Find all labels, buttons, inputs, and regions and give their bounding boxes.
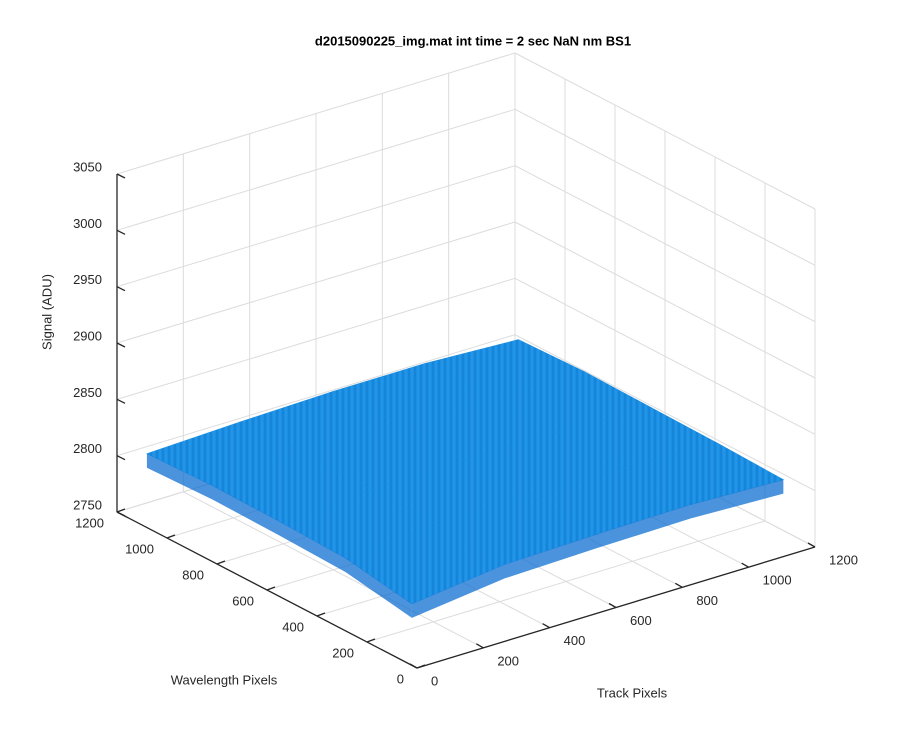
y-tick bbox=[316, 612, 326, 617]
y-tick-label: 200 bbox=[332, 645, 354, 660]
surface-texture bbox=[332, 363, 492, 424]
z-tick bbox=[116, 286, 126, 292]
grid-line bbox=[116, 334, 516, 457]
grid-line bbox=[116, 277, 516, 400]
x-tick bbox=[741, 562, 749, 568]
y-axis-title: Wavelength Pixels bbox=[171, 672, 278, 687]
x-tick bbox=[542, 623, 550, 629]
z-tick bbox=[116, 398, 126, 404]
z-tick bbox=[116, 342, 126, 348]
z-tick bbox=[116, 511, 126, 517]
surface-texture bbox=[146, 422, 307, 486]
grid-line bbox=[366, 520, 766, 643]
y-tick-label: 1200 bbox=[75, 515, 104, 530]
x-tick-label: 400 bbox=[564, 633, 586, 648]
z-tick-label: 2750 bbox=[73, 497, 102, 512]
grid-line bbox=[514, 277, 816, 435]
z-tick-label: 2950 bbox=[73, 272, 102, 287]
x-tick-label: 800 bbox=[696, 593, 718, 608]
z-axis-title: Signal (ADU) bbox=[39, 274, 54, 350]
surface-texture bbox=[372, 460, 532, 526]
y-tick bbox=[116, 508, 126, 513]
x-tick-label: 600 bbox=[630, 613, 652, 628]
grid-line bbox=[514, 52, 816, 210]
grid-line bbox=[514, 221, 816, 379]
grid-line bbox=[116, 221, 516, 344]
x-axis-title: Track Pixels bbox=[597, 685, 668, 700]
surface-texture bbox=[239, 391, 399, 455]
grid-line bbox=[514, 334, 816, 492]
x-tick bbox=[675, 582, 683, 588]
x-tick bbox=[409, 663, 418, 669]
y-tick bbox=[416, 664, 426, 669]
surface-texture bbox=[425, 339, 585, 396]
surface-texture bbox=[465, 432, 625, 497]
x-tick-label: 0 bbox=[431, 673, 438, 688]
grid-line bbox=[116, 108, 516, 231]
y-tick bbox=[266, 586, 276, 591]
z-tick-label: 3050 bbox=[73, 159, 102, 174]
surface-texture bbox=[438, 496, 598, 565]
x-tick bbox=[807, 542, 816, 548]
surface-texture bbox=[306, 423, 466, 490]
y-tick-label: 800 bbox=[182, 567, 204, 582]
surface-texture bbox=[345, 525, 505, 604]
z-tick-label: 2800 bbox=[73, 441, 102, 456]
x-tick-label: 1000 bbox=[763, 573, 792, 588]
surface-side bbox=[411, 479, 784, 618]
z-tick-label: 3000 bbox=[73, 216, 102, 231]
y-tick bbox=[166, 534, 176, 539]
grid-line bbox=[116, 52, 516, 175]
grid-line bbox=[514, 165, 816, 323]
grid-line bbox=[116, 165, 516, 288]
y-tick-label: 0 bbox=[397, 671, 404, 686]
chart-title: d2015090225_img.mat int time = 2 sec NaN… bbox=[315, 33, 631, 48]
x-tick-label: 1200 bbox=[829, 552, 858, 567]
surface-texture bbox=[213, 454, 373, 522]
y-tick bbox=[216, 560, 226, 565]
surface-side bbox=[146, 453, 412, 618]
surface-texture bbox=[491, 371, 651, 433]
z-tick bbox=[116, 229, 126, 235]
z-tick bbox=[116, 173, 126, 179]
z-tick-label: 2850 bbox=[73, 385, 102, 400]
y-tick-label: 1000 bbox=[125, 541, 154, 556]
surface-texture bbox=[558, 407, 718, 468]
x-tick bbox=[608, 602, 617, 609]
grid-line bbox=[514, 108, 816, 266]
y-tick-label: 600 bbox=[232, 593, 254, 608]
y-tick-label: 400 bbox=[282, 619, 304, 634]
y-tick bbox=[366, 638, 376, 643]
z-tick bbox=[116, 455, 126, 461]
surface-texture bbox=[279, 489, 439, 559]
surface-texture bbox=[531, 467, 691, 534]
x-tick bbox=[476, 643, 484, 649]
x-tick-label: 200 bbox=[497, 653, 519, 668]
z-tick-label: 2900 bbox=[73, 328, 102, 343]
surface-texture bbox=[624, 442, 784, 505]
